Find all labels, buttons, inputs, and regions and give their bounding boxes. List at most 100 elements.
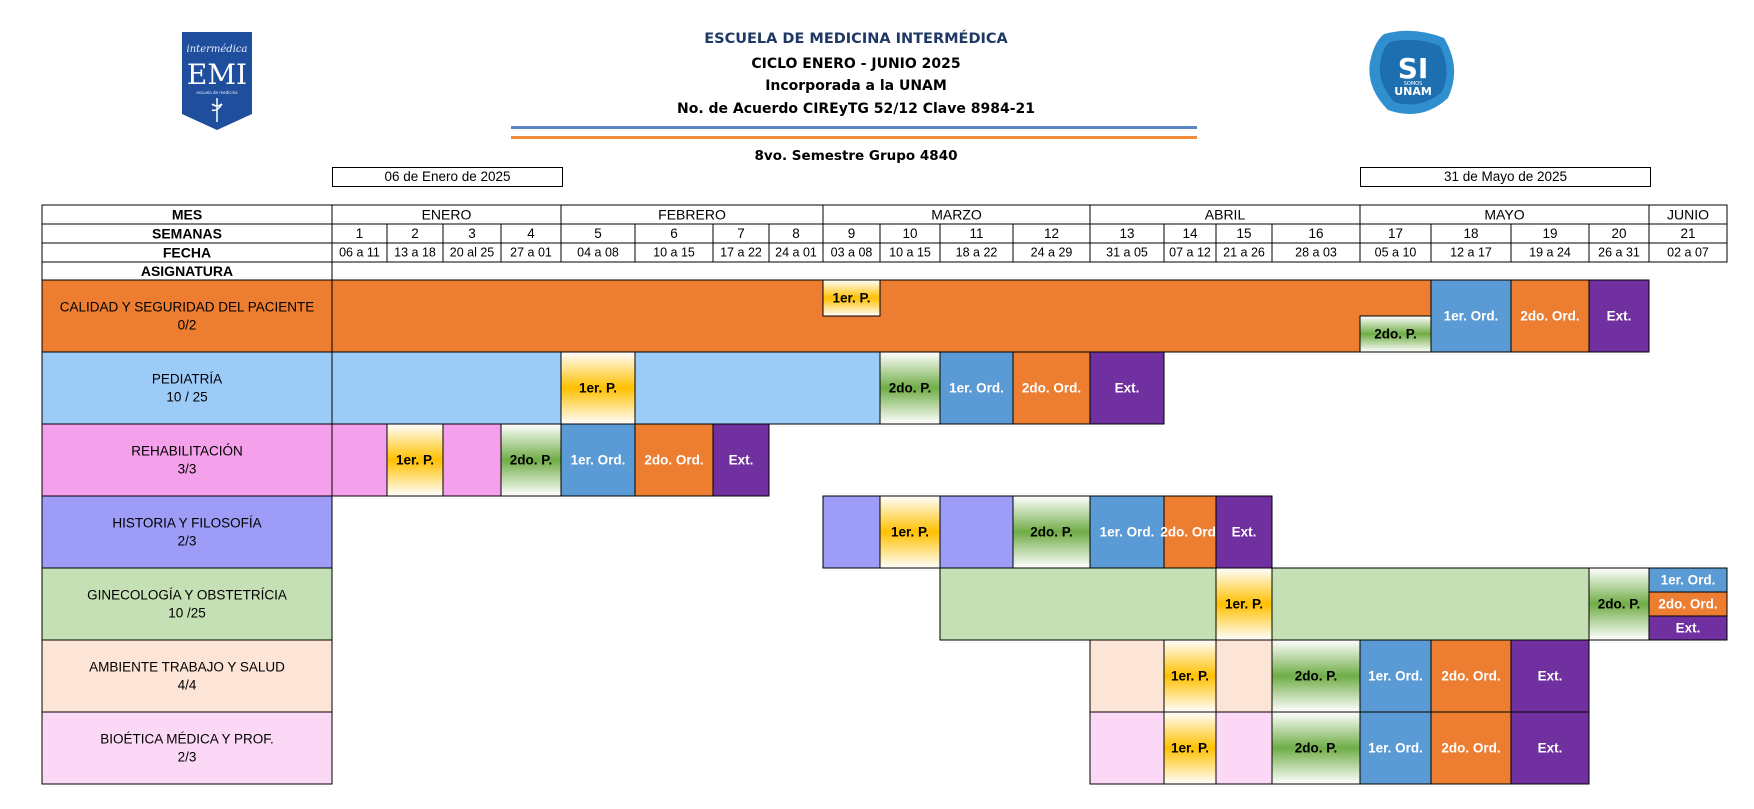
exam-label: 1er. P. xyxy=(891,525,929,540)
month-enero: ENERO xyxy=(422,207,472,223)
subject-name-cell xyxy=(41,423,333,497)
exam-label: 2do. P. xyxy=(1030,525,1073,540)
week-16: 16 xyxy=(1308,226,1323,241)
date-week-17: 05 a 10 xyxy=(1375,246,1417,260)
week-2: 2 xyxy=(411,226,419,241)
subject-name-cell xyxy=(41,351,333,425)
subject-credits: 2/3 xyxy=(178,534,197,549)
start-date-box: 06 de Enero de 2025 xyxy=(332,167,563,187)
week-5: 5 xyxy=(594,226,602,241)
schedule-span xyxy=(1089,711,1165,785)
exam-cell xyxy=(386,423,444,497)
date-week-15: 21 a 26 xyxy=(1223,246,1265,260)
week-8: 8 xyxy=(792,226,800,241)
exam-cell xyxy=(1271,711,1361,785)
exam-label: 2do. Ord. xyxy=(1441,741,1500,756)
exam-label: 1er. Ord. xyxy=(1444,309,1499,324)
orange-divider xyxy=(511,136,1197,139)
exam-cell xyxy=(1648,567,1728,593)
blue-divider xyxy=(511,126,1197,129)
week-12: 12 xyxy=(1044,226,1059,241)
schedule-span xyxy=(939,495,1014,569)
subject-name: HISTORIA Y FILOSOFÍA xyxy=(112,516,261,531)
subject-credits: 4/4 xyxy=(178,678,197,693)
subject-credits: 10 /25 xyxy=(168,606,206,621)
agreement-text: No. de Acuerdo CIREyTG 52/12 Clave 8984-… xyxy=(676,101,1036,117)
week-14: 14 xyxy=(1182,226,1198,241)
week-18: 18 xyxy=(1463,226,1478,241)
school-title: ESCUELA DE MEDICINA INTERMÉDICA xyxy=(704,31,1008,47)
schedule-span xyxy=(1089,639,1165,713)
schedule-span xyxy=(331,423,388,497)
subject-name-cell xyxy=(41,639,333,713)
label-month: MES xyxy=(172,207,202,223)
exam-cell xyxy=(560,423,636,497)
exam-cell xyxy=(1163,639,1217,713)
exam-cell xyxy=(1359,639,1432,713)
month-abril: ABRIL xyxy=(1205,207,1246,223)
date-week-20: 26 a 31 xyxy=(1598,246,1640,260)
month-junio: JUNIO xyxy=(1667,207,1709,223)
exam-label: 2do. Ord. xyxy=(1160,525,1219,540)
exam-cell xyxy=(1089,495,1165,569)
subject-name-cell xyxy=(41,711,333,785)
week-10: 10 xyxy=(902,226,917,241)
date-week-16: 28 a 03 xyxy=(1295,246,1337,260)
label-weeks: SEMANAS xyxy=(152,226,222,242)
week-19: 19 xyxy=(1542,226,1557,241)
schedule-span xyxy=(939,567,1217,641)
exam-cell xyxy=(939,351,1014,425)
exam-label: 2do. P. xyxy=(1295,741,1338,756)
exam-cell xyxy=(1430,279,1512,353)
exam-label: 2do. P. xyxy=(510,453,553,468)
schedule-span xyxy=(331,351,562,425)
month-mayo: MAYO xyxy=(1484,207,1524,223)
incorporated-text: Incorporada a la UNAM xyxy=(765,78,947,94)
exam-cell xyxy=(1163,495,1217,569)
logo-initials: EMI xyxy=(187,58,247,91)
logo-script-text: intermédica xyxy=(187,44,248,55)
subject-name: AMBIENTE TRABAJO Y SALUD xyxy=(89,660,285,675)
week-21: 21 xyxy=(1680,226,1695,241)
week-15: 15 xyxy=(1236,226,1251,241)
week-7: 7 xyxy=(737,226,745,241)
subject-credits: 2/3 xyxy=(178,750,197,765)
exam-cell xyxy=(500,423,562,497)
date-week-6: 10 a 15 xyxy=(653,246,695,260)
label-date: FECHA xyxy=(163,245,211,261)
week-13: 13 xyxy=(1119,226,1134,241)
date-week-2: 13 a 18 xyxy=(394,246,436,260)
exam-cell xyxy=(712,423,770,497)
date-week-10: 10 a 15 xyxy=(889,246,931,260)
schedule-span xyxy=(634,351,881,425)
exam-cell xyxy=(1430,711,1512,785)
month-febrero: FEBRERO xyxy=(658,207,726,223)
label-subject: ASIGNATURA xyxy=(141,263,233,279)
exam-label: 2do. P. xyxy=(1598,597,1641,612)
exam-label: Ext. xyxy=(1232,525,1257,540)
exam-label: 2do. Ord. xyxy=(1441,669,1500,684)
unam-logo-name: UNAM xyxy=(1394,85,1432,98)
week-6: 6 xyxy=(670,226,678,241)
week-1: 1 xyxy=(356,226,364,241)
date-week-19: 19 a 24 xyxy=(1529,246,1571,260)
exam-label: Ext. xyxy=(1538,741,1563,756)
date-week-9: 03 a 08 xyxy=(831,246,873,260)
week-4: 4 xyxy=(527,226,535,241)
week-11: 11 xyxy=(969,226,983,241)
exam-label: 2do. Ord. xyxy=(1022,381,1081,396)
month-marzo: MARZO xyxy=(931,207,982,223)
unam-logo-si: SI xyxy=(1398,52,1429,85)
exam-cell xyxy=(822,279,881,317)
schedule-span xyxy=(1215,639,1273,713)
exam-cell xyxy=(1648,591,1728,617)
exam-label: 2do. Ord. xyxy=(1520,309,1579,324)
date-week-21: 02 a 07 xyxy=(1667,246,1709,260)
exam-cell xyxy=(560,351,636,425)
schedule-span xyxy=(442,423,502,497)
exam-label: 1er. P. xyxy=(832,291,870,306)
subject-credits: 0/2 xyxy=(178,318,197,333)
exam-cell xyxy=(1089,351,1165,425)
exam-cell xyxy=(634,423,714,497)
